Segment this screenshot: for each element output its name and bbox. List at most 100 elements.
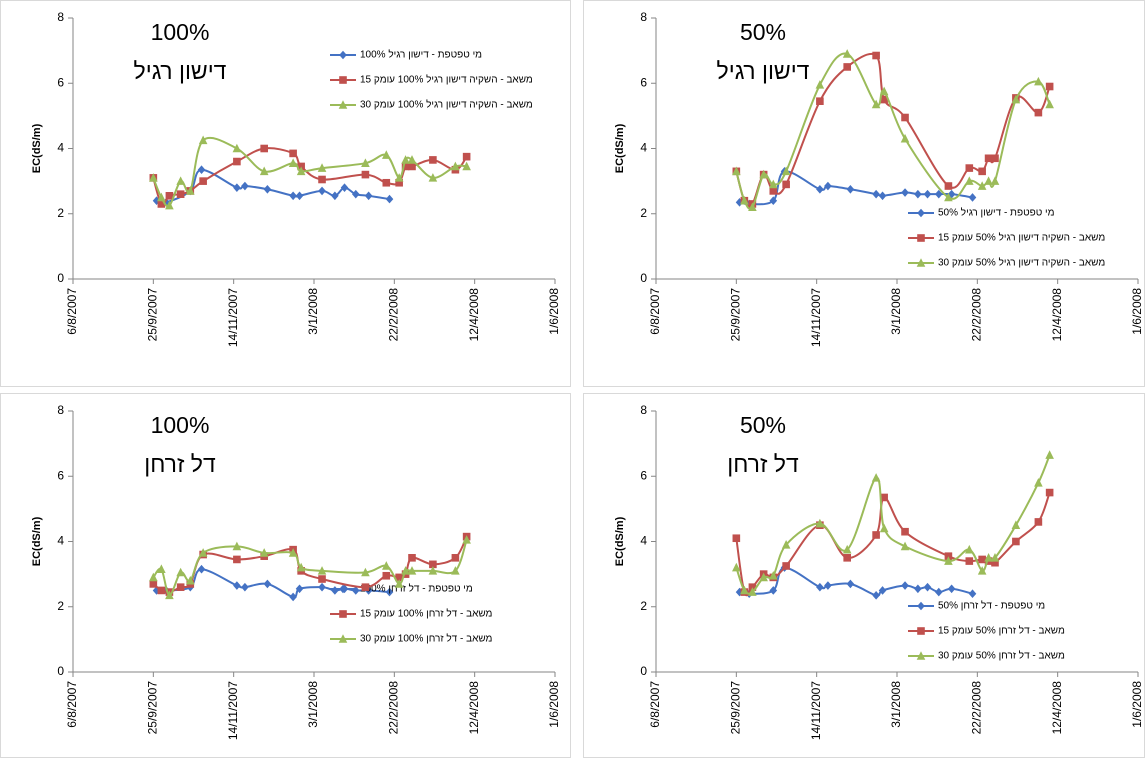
marker [901, 527, 909, 536]
marker [318, 582, 326, 592]
y-tick-label: 0 [57, 271, 64, 285]
legend-label: משאב - השקיה דישון רגיל 50% עומק 30 [938, 257, 1105, 269]
marker [241, 181, 249, 191]
marker [263, 184, 272, 194]
legend-label: מי טפטפת - דל זרחן 100% [360, 583, 473, 595]
marker [1045, 488, 1054, 497]
marker [842, 49, 852, 58]
marker [781, 539, 791, 549]
marker [748, 587, 757, 596]
marker [968, 193, 977, 202]
marker [165, 200, 174, 210]
x-tick-label: 3/1/2008 [306, 288, 320, 335]
marker [289, 149, 297, 158]
x-tick-label: 6/8/2007 [648, 681, 662, 728]
marker [871, 99, 881, 109]
marker [232, 143, 242, 153]
marker [879, 523, 889, 533]
x-tick-label: 12/4/2008 [467, 681, 481, 735]
marker [984, 553, 993, 562]
x-tick-label: 6/8/2007 [65, 681, 79, 728]
marker [394, 173, 404, 182]
marker [296, 562, 306, 572]
marker [259, 548, 269, 557]
marker [361, 170, 370, 179]
marker [260, 144, 268, 153]
marker [176, 583, 185, 591]
marker [740, 195, 749, 205]
marker [401, 155, 410, 164]
marker [408, 554, 416, 562]
x-tick-label: 25/9/2007 [729, 681, 743, 735]
x-tick-label: 25/9/2007 [729, 288, 743, 342]
marker [199, 177, 207, 185]
marker [1045, 450, 1054, 459]
marker [978, 167, 986, 176]
marker [428, 566, 438, 575]
marker [451, 554, 460, 562]
annotation: דישון רגיל [134, 58, 227, 84]
x-tick-label: 3/1/2008 [889, 288, 903, 335]
annotation: דל זרחן [727, 451, 799, 477]
marker [917, 234, 925, 242]
marker [878, 586, 887, 595]
marker [351, 189, 360, 199]
x-tick-label: 6/8/2007 [65, 288, 79, 335]
legend-label: משאב - דל זרחן 50% עומק 15 [938, 625, 1065, 637]
marker [462, 152, 471, 161]
marker [233, 581, 241, 590]
x-tick-label: 25/9/2007 [146, 681, 160, 735]
marker [944, 182, 953, 190]
y-tick-label: 4 [57, 534, 64, 548]
y-tick-label: 6 [57, 75, 64, 89]
marker [769, 196, 778, 205]
marker [263, 579, 272, 589]
annotation: 100% [151, 412, 210, 438]
y-tick-label: 6 [57, 468, 64, 482]
marker [846, 184, 855, 194]
marker [965, 557, 974, 565]
marker [233, 157, 241, 166]
marker [198, 548, 208, 557]
marker [395, 573, 403, 582]
marker [197, 165, 206, 175]
marker [914, 584, 922, 594]
marker [914, 189, 922, 199]
y-axis-label: EC(dS/m) [614, 123, 626, 173]
y-tick-label: 8 [57, 403, 64, 417]
x-tick-label: 3/1/2008 [306, 681, 320, 728]
marker [815, 80, 825, 89]
y-tick-label: 6 [640, 468, 647, 482]
marker [340, 183, 349, 192]
y-tick-label: 6 [640, 75, 647, 89]
x-tick-label: 14/11/2007 [226, 681, 240, 740]
x-tick-label: 12/4/2008 [1050, 288, 1064, 342]
marker [1011, 520, 1021, 529]
marker [879, 86, 889, 96]
x-tick-label: 12/4/2008 [1050, 681, 1064, 735]
marker [259, 166, 269, 176]
marker [451, 566, 460, 575]
legend-label: משאב - דל זרחן 100% עומק 15 [360, 608, 493, 620]
marker [846, 579, 855, 589]
marker [944, 556, 953, 565]
marker [934, 189, 943, 199]
marker [1034, 108, 1043, 117]
marker [916, 258, 926, 267]
x-tick-label: 12/4/2008 [467, 288, 481, 342]
marker [232, 541, 242, 551]
marker [339, 50, 347, 60]
y-tick-label: 0 [640, 271, 647, 285]
marker [157, 586, 166, 595]
x-tick-label: 22/2/2008 [970, 288, 984, 342]
marker [233, 183, 241, 192]
marker [408, 162, 416, 171]
marker [241, 582, 249, 592]
marker [162, 198, 170, 207]
marker [338, 100, 348, 109]
marker [149, 572, 158, 582]
marker [781, 166, 791, 176]
marker [944, 192, 953, 202]
marker [759, 572, 768, 582]
panel-border [583, 0, 1145, 387]
